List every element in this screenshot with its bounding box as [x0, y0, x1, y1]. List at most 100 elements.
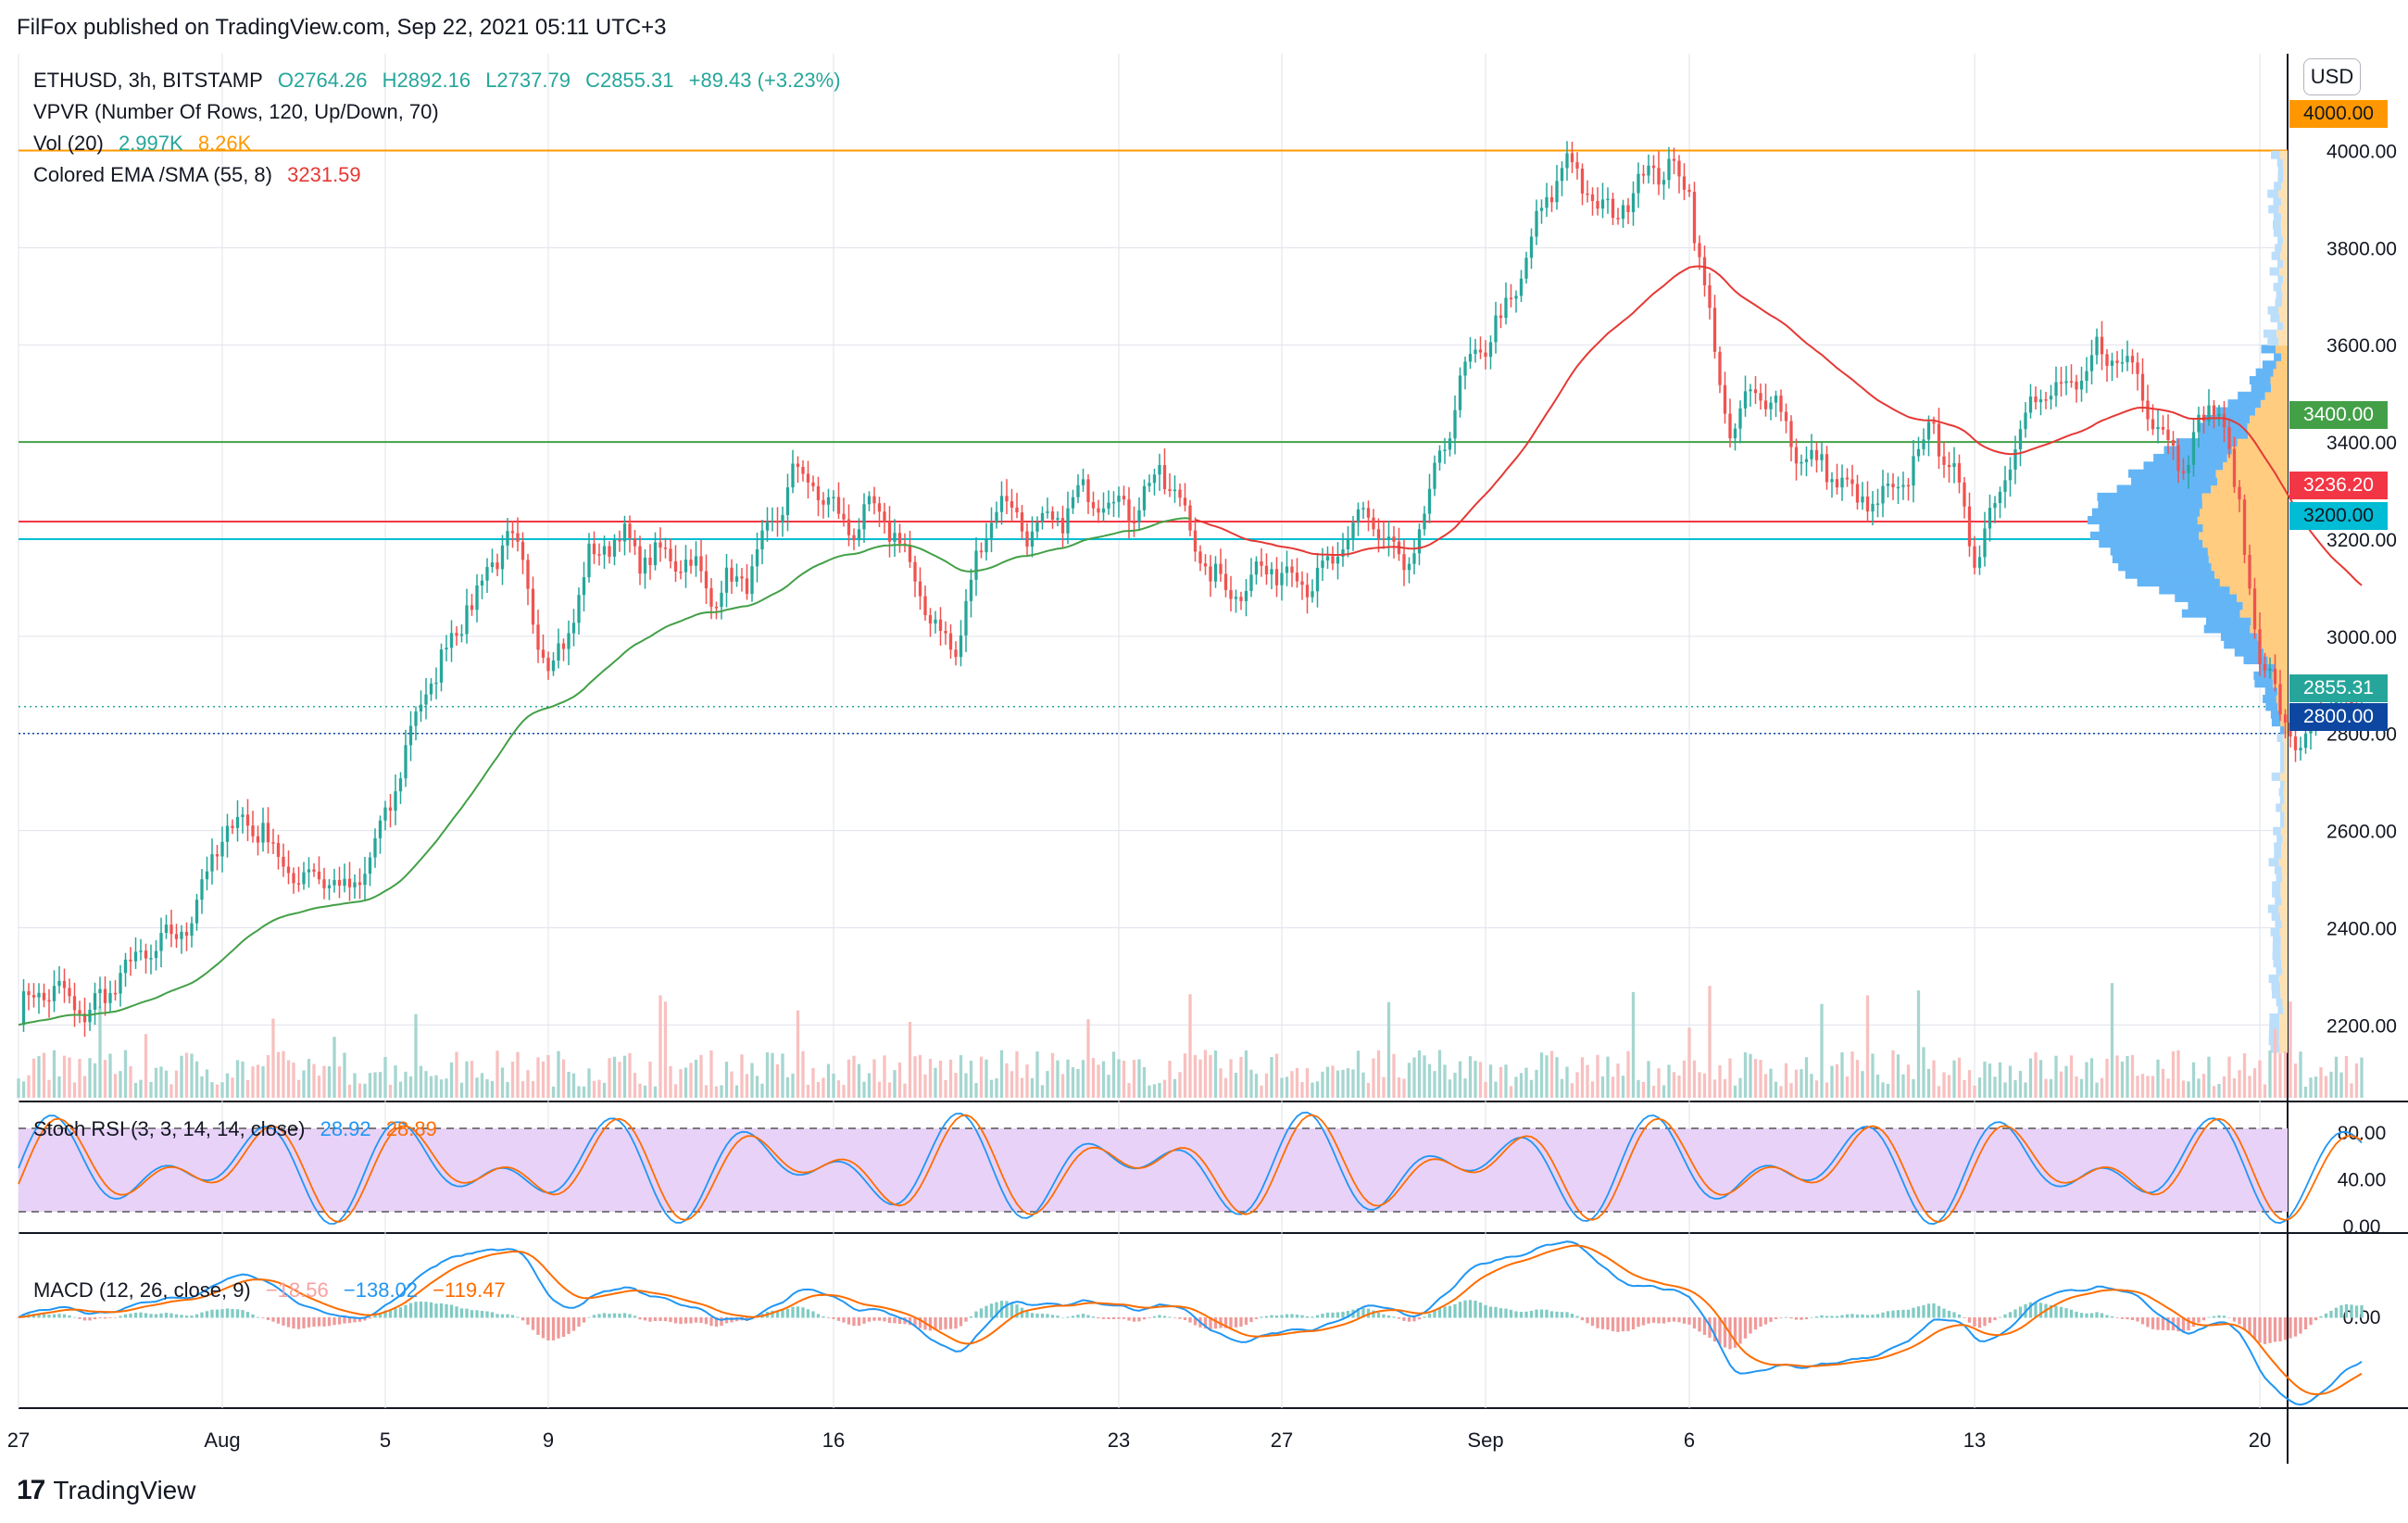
vpvr-bar-down [2197, 516, 2288, 525]
volume-bar [2171, 1051, 2176, 1098]
candle-body [1993, 503, 1997, 509]
volume-bar [913, 1056, 917, 1098]
volume-bar [1942, 1072, 1946, 1098]
vpvr-bar-up [2254, 679, 2273, 688]
volume-bar [923, 1074, 927, 1098]
macd-hist-bar [1825, 1315, 1829, 1318]
volume-bar [2089, 1058, 2094, 1098]
macd-hist-bar [694, 1317, 698, 1323]
macd-hist-bar [2156, 1317, 2160, 1330]
volume-bar [261, 1065, 265, 1098]
macd-hist-bar [1810, 1316, 1813, 1318]
macd-hist-bar [1763, 1317, 1768, 1325]
macd-hist-bar [52, 1314, 56, 1318]
macd-hist-bar [1341, 1311, 1345, 1318]
candle-body [1117, 496, 1121, 502]
vpvr-bar-up [2271, 718, 2281, 727]
volume-bar [622, 1055, 627, 1098]
candle-body [1509, 297, 1513, 299]
macd-hist-bar [169, 1313, 173, 1318]
candle-body [1463, 361, 1467, 376]
vpvr-bar-up [2234, 648, 2264, 657]
candle-body [1800, 461, 1803, 464]
candle-body [1835, 479, 1839, 488]
macd-hist-bar [2176, 1317, 2180, 1332]
vpvr-bar-up [2188, 601, 2243, 610]
macd-hist-bar [459, 1308, 464, 1318]
candle-body [1020, 512, 1024, 532]
macd-hist-bar [1066, 1316, 1070, 1318]
candle-body [231, 825, 234, 828]
vpvr-bar-up [2273, 212, 2282, 221]
candle-body [210, 854, 214, 872]
vpvr-bar-up [2215, 407, 2256, 416]
candle-body [1066, 508, 1070, 534]
volume-bar [1443, 1064, 1447, 1098]
stoch-tick-label: 80.00 [2338, 1123, 2387, 1144]
vpvr-bar-up [2273, 228, 2282, 237]
macd-hist-bar [2126, 1317, 2129, 1320]
candle-body [1769, 402, 1773, 409]
volume-bar [2059, 1071, 2063, 1098]
macd-hist-bar [1662, 1317, 1666, 1324]
volume-bar [944, 1079, 947, 1098]
macd-hist-bar [1132, 1317, 1136, 1322]
vpvr-bar-down [2270, 376, 2288, 384]
volume-bar [1804, 1057, 1809, 1098]
volume-bar [1912, 1078, 1915, 1098]
volume-bar [1875, 1075, 1880, 1098]
macd-hist-bar [1973, 1317, 1976, 1327]
candle-body [852, 535, 856, 541]
volume-bar [1825, 1082, 1829, 1098]
volume-bar [2008, 1065, 2013, 1098]
macd-hist-bar [771, 1310, 774, 1318]
volume-bar [582, 1086, 586, 1098]
macd-hist-bar [1590, 1317, 1595, 1327]
candle-body [449, 633, 454, 648]
candle-body [811, 482, 815, 486]
candle-body [2064, 381, 2068, 384]
volume-bar [1835, 1064, 1839, 1098]
macd-hist-bar [2120, 1317, 2125, 1319]
volume-bar [1886, 1083, 1890, 1098]
price-tick-label: 3600.00 [2326, 335, 2397, 357]
volume-bar [1916, 990, 1921, 1098]
candle-body [796, 463, 800, 467]
macd-hist-bar [495, 1314, 499, 1318]
macd-hist-bar [699, 1317, 703, 1324]
macd-hist-bar [1249, 1317, 1253, 1323]
vpvr-bar-up [2268, 205, 2279, 214]
candle-body [78, 1010, 82, 1014]
currency-button[interactable]: USD [2303, 58, 2361, 95]
macd-hist-bar [2299, 1317, 2302, 1334]
macd-hist-bar [1111, 1317, 1116, 1320]
volume-bar [1219, 1068, 1223, 1098]
vpvr-bar-up [2159, 585, 2230, 595]
macd-hist-bar [2059, 1306, 2063, 1318]
candle-body [347, 878, 352, 887]
volume-bar [266, 1054, 270, 1098]
volume-bar [210, 1082, 214, 1098]
volume-bar [1127, 1083, 1131, 1098]
tradingview-logo[interactable]: 17 TradingView [17, 1475, 195, 1506]
chart-canvas[interactable]: 27Aug59162327Sep61320274000.003800.00360… [0, 54, 2408, 1471]
candle-body [21, 991, 26, 1026]
volume-bar [1448, 1079, 1452, 1098]
macd-hist-bar [1372, 1310, 1375, 1318]
volume-bar [312, 1064, 316, 1098]
vpvr-bar-up [2243, 656, 2268, 665]
macd-hist-bar [1835, 1315, 1839, 1318]
price-tick-label: 4000.00 [2326, 141, 2397, 162]
vpvr-bar-up [2137, 578, 2220, 587]
macd-hist-bar [241, 1310, 245, 1318]
macd-hist-bar [1647, 1317, 1650, 1324]
candle-body [490, 562, 495, 568]
candle-body [220, 841, 224, 857]
candle-body [1254, 560, 1259, 575]
volume-bar [1539, 1052, 1544, 1098]
macd-hist-bar [1774, 1317, 1778, 1319]
volume-bar [1800, 1069, 1803, 1098]
vpvr-bar-up [2280, 741, 2285, 750]
volume-bar [174, 1070, 179, 1098]
candle-body [887, 522, 892, 542]
